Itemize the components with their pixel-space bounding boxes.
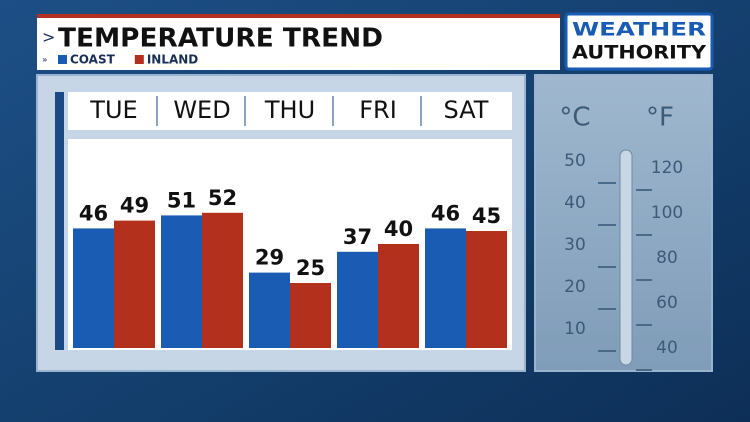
logo-line1: WEATHER [572, 19, 706, 41]
bar [73, 228, 114, 348]
logo-line2: AUTHORITY [572, 42, 706, 64]
data-label: 40 [384, 217, 413, 241]
fahrenheit-tick: 120 [651, 158, 683, 178]
bar [161, 215, 202, 348]
celsius-label: °C [559, 103, 590, 133]
bar [337, 251, 378, 348]
legend: COAST INLAND [58, 53, 198, 67]
celsius-tick: 30 [564, 235, 586, 255]
chevron: > [42, 28, 55, 47]
fahrenheit-label: °F [646, 103, 674, 133]
bar [466, 231, 507, 348]
data-label: 37 [343, 225, 372, 249]
logo-box [564, 12, 714, 71]
title-bar [37, 14, 560, 70]
x-tick-label: THU [264, 96, 315, 124]
thermometer-tube [619, 149, 633, 366]
fahrenheit-tick: 80 [656, 248, 678, 268]
bar [378, 244, 419, 348]
legend-swatch [134, 55, 144, 64]
data-label: 46 [79, 201, 108, 225]
data-label: 45 [472, 204, 501, 228]
legend-label: INLAND [147, 53, 198, 67]
bar [114, 220, 155, 348]
celsius-tick: 50 [564, 151, 586, 171]
title-stripe [37, 14, 560, 18]
legend-label: COAST [70, 53, 116, 67]
x-tick-label: WED [173, 96, 230, 124]
x-tick-label: TUE [89, 96, 137, 124]
bar [249, 272, 290, 348]
fahrenheit-tick: 60 [656, 293, 678, 313]
data-label: 46 [431, 201, 460, 225]
celsius-tick: 40 [564, 193, 586, 213]
fahrenheit-tick: 100 [651, 203, 683, 223]
x-tick-label: FRI [359, 96, 397, 124]
legend-chevron: » [42, 56, 48, 66]
data-label: 29 [255, 246, 284, 270]
bar [290, 283, 331, 348]
celsius-tick: 20 [564, 277, 586, 297]
bar [202, 212, 243, 348]
panel-strip [55, 92, 64, 350]
fahrenheit-tick: 40 [656, 338, 678, 358]
x-tick-label: SAT [444, 96, 489, 124]
thermometer-scale: 50 40 30 20 10 120 100 80 60 40 [564, 151, 683, 371]
celsius-tick: 10 [564, 319, 586, 339]
data-label: 49 [120, 194, 149, 218]
data-label: 25 [296, 256, 325, 280]
data-label: 51 [167, 188, 196, 212]
bar [425, 228, 466, 348]
chart-title: TEMPERATURE TREND [58, 24, 383, 54]
legend-swatch [58, 55, 67, 64]
data-label: 52 [208, 186, 237, 210]
day-header [68, 92, 512, 130]
